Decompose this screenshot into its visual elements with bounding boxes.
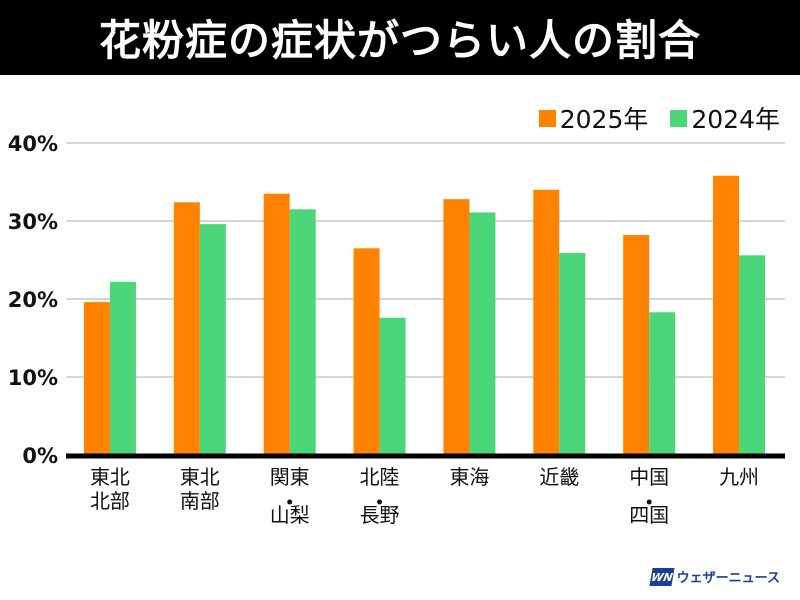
bar-2025 [173, 202, 200, 455]
x-tick-label: 北部 [90, 489, 130, 513]
legend-label-2025: 2025年 [559, 105, 649, 134]
x-tick-label: 東北 [180, 465, 220, 489]
y-tick-label: 20% [8, 288, 58, 312]
x-label-separator-dot [646, 499, 652, 505]
logo-text: ウェザーニュース [676, 571, 780, 586]
x-tick-label: 四国 [629, 503, 669, 527]
bar-2024 [109, 281, 136, 455]
bar-2024 [469, 212, 496, 455]
chart-title: 花粉症の症状がつらい人の割合 [0, 0, 800, 75]
x-tick-label: 北陸 [360, 465, 400, 489]
x-tick-label: 東海 [449, 465, 489, 489]
x-tick-label: 南部 [180, 489, 220, 513]
bar-2025 [533, 189, 560, 456]
y-tick-label: 10% [8, 366, 58, 390]
x-tick-label: 東北 [90, 465, 130, 489]
bar-2025 [713, 175, 740, 455]
legend-swatch-2025 [538, 109, 556, 127]
x-tick-label: 長野 [360, 503, 400, 527]
x-tick-label: 近畿 [539, 465, 579, 489]
y-tick-label: 0% [22, 444, 58, 468]
bar-2024 [649, 312, 676, 455]
x-tick-label: 山梨 [270, 503, 310, 527]
logo-mark-icon: WN [649, 567, 675, 586]
legend-item-2025: 2025年 [538, 100, 649, 136]
x-tick-label: 中国 [629, 465, 669, 489]
legend-swatch-2024 [670, 109, 688, 127]
bar-2024 [379, 317, 406, 455]
bar-2025 [83, 302, 110, 455]
legend: 2025年 2024年 [538, 100, 780, 136]
legend-item-2024: 2024年 [670, 100, 780, 136]
x-tick-label: 関東 [270, 465, 310, 489]
bar-2025 [353, 248, 380, 455]
bar-2024 [739, 255, 766, 455]
bar-2025 [443, 199, 470, 455]
x-tick-label: 九州 [719, 465, 759, 489]
y-tick-label: 40% [8, 132, 58, 156]
x-label-separator-dot [377, 499, 383, 505]
bar-2025 [623, 235, 650, 455]
bar-2024 [559, 252, 586, 455]
bar-2024 [289, 209, 316, 455]
legend-label-2024: 2024年 [691, 105, 780, 134]
x-label-separator-dot [287, 499, 293, 505]
bar-2025 [263, 193, 290, 455]
y-tick-label: 30% [8, 210, 58, 234]
weathernews-logo: WN ウェザーニュース [649, 567, 780, 586]
bar-2024 [199, 224, 226, 455]
